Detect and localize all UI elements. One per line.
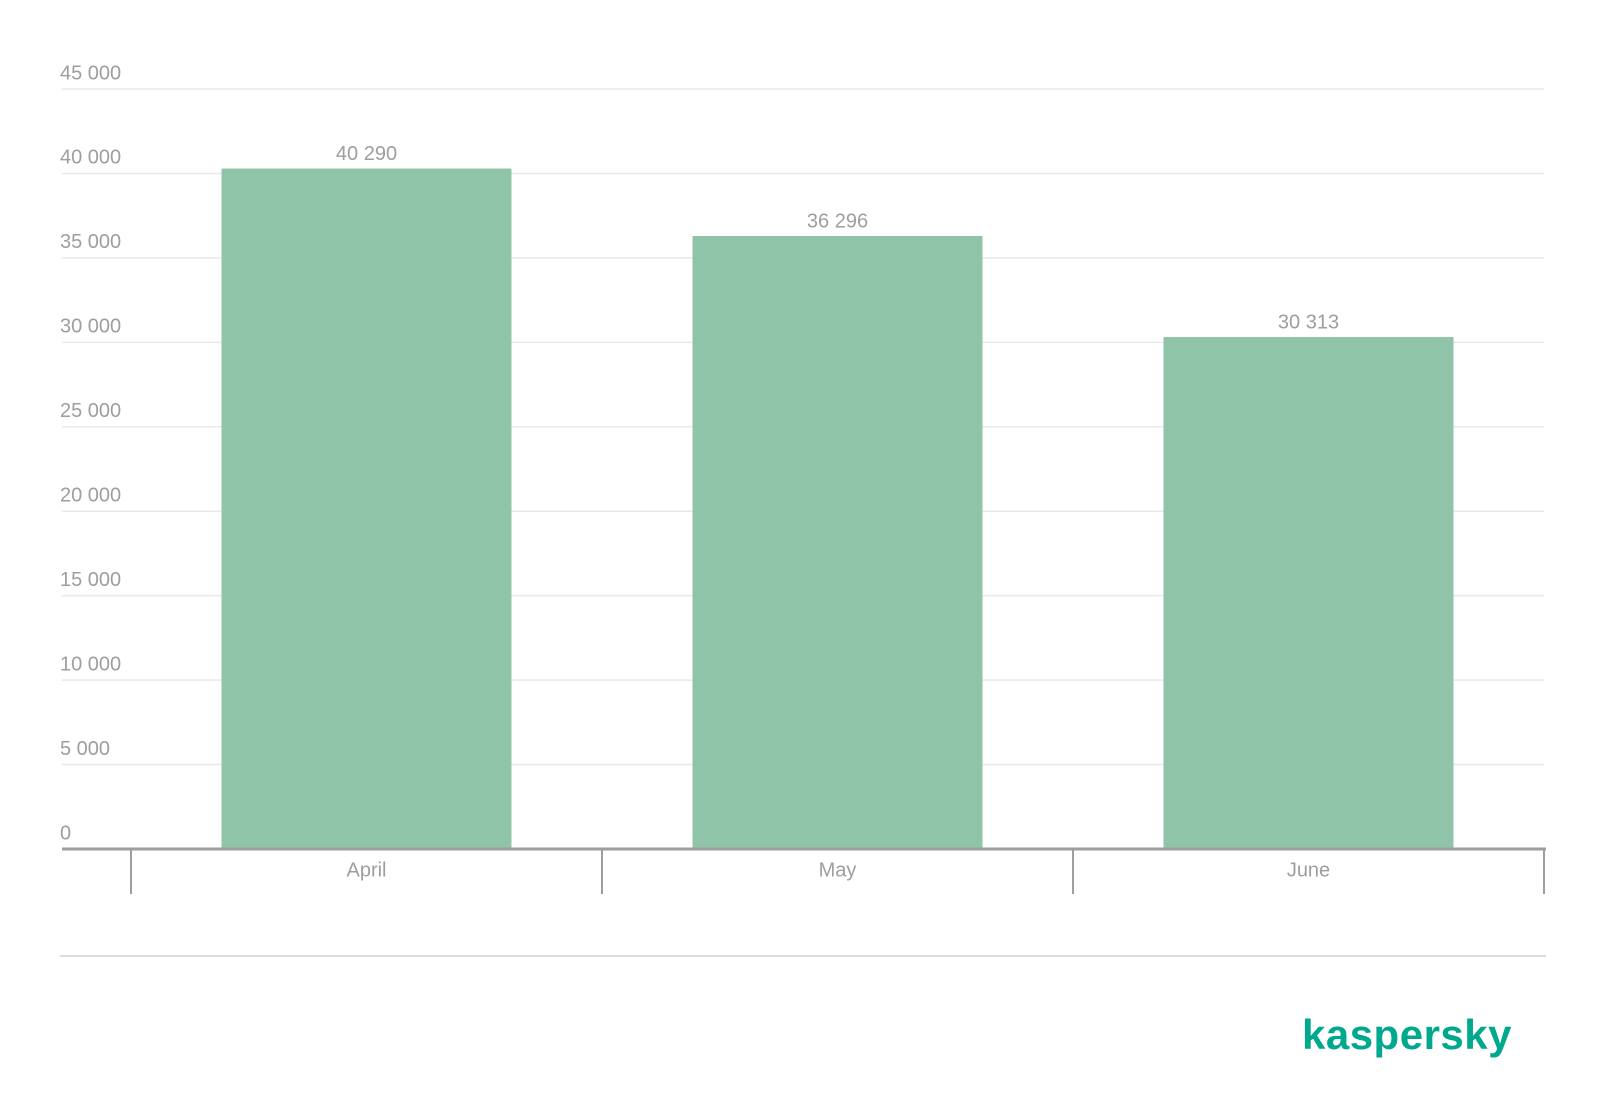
- bar: [692, 236, 983, 850]
- brand-logo: kaspersky: [1302, 1011, 1512, 1058]
- y-tick-label: 5 000: [60, 738, 110, 760]
- y-tick-label: 0: [60, 822, 71, 844]
- y-tick-label: 40 000: [60, 147, 121, 169]
- value-label: 36 296: [807, 210, 868, 232]
- y-tick-label: 10 000: [60, 653, 121, 675]
- bar: [1163, 337, 1454, 849]
- y-tick-label: 20 000: [60, 485, 121, 507]
- x-tick-label: April: [346, 859, 386, 881]
- y-tick-label: 45 000: [60, 62, 121, 84]
- y-tick-label: 35 000: [60, 231, 121, 253]
- y-tick-label: 30 000: [60, 316, 121, 338]
- value-label: 40 290: [336, 143, 397, 165]
- x-tick-label: June: [1287, 859, 1330, 881]
- y-tick-label: 25 000: [60, 400, 121, 422]
- y-tick-label: 15 000: [60, 569, 121, 591]
- x-tick-label: May: [819, 859, 857, 881]
- bar: [221, 168, 512, 850]
- value-label: 30 313: [1278, 311, 1339, 333]
